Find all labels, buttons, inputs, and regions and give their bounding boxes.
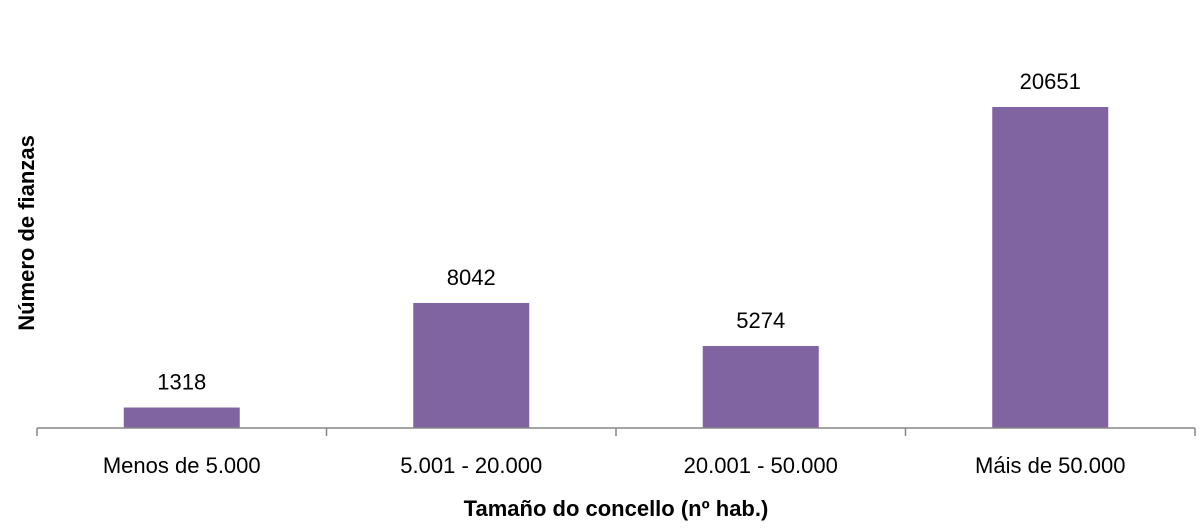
bar <box>992 107 1109 428</box>
data-label: 8042 <box>447 265 496 290</box>
x-axis-tick-labels: Menos de 5.000 5.001 - 20.000 20.001 - 50.… <box>103 453 1126 478</box>
x-axis-title: Tamaño do concello (nº hab.) <box>464 496 769 521</box>
bar <box>413 302 530 428</box>
x-tick-label: 20.001 - 50.000 <box>684 453 838 478</box>
bar <box>702 346 819 428</box>
x-axis-ticks <box>36 428 1196 436</box>
bars-group <box>123 107 1109 428</box>
bar <box>123 407 240 428</box>
data-labels-group: 1318 8042 5274 20651 <box>157 69 1081 395</box>
x-tick-label: 5.001 - 20.000 <box>400 453 542 478</box>
x-tick-label: Máis de 50.000 <box>975 453 1125 478</box>
data-label: 5274 <box>736 308 785 333</box>
x-tick-label: Menos de 5.000 <box>103 453 261 478</box>
data-label: 1318 <box>157 370 206 395</box>
y-axis-title: Número de fianzas <box>14 135 39 331</box>
data-label: 20651 <box>1020 69 1081 94</box>
